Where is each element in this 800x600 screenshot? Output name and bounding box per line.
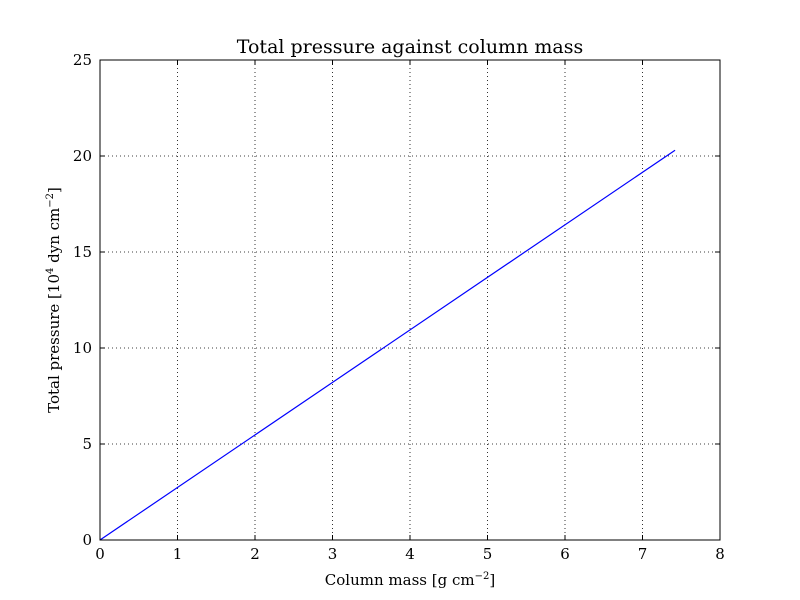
y-tick-label: 15 (73, 243, 92, 261)
y-axis-label: Total pressure [104 dyn cm−2] (45, 187, 63, 413)
x-tick-label: 8 (715, 545, 725, 563)
x-tick-label: 1 (173, 545, 183, 563)
y-axis-label-text: Total pressure [10 (45, 274, 63, 413)
x-tick-label: 2 (250, 545, 260, 563)
series-line (99, 149, 676, 541)
y-axis-label-mid: dyn cm (45, 208, 63, 268)
chart-title: Total pressure against column mass (237, 36, 583, 58)
y-axis-label-exponent-2: −2 (45, 193, 56, 208)
x-axis-label-text: Column mass [g cm (325, 571, 475, 589)
series-layer (99, 149, 676, 541)
grid-lines (100, 60, 720, 540)
x-tick-label: 6 (560, 545, 570, 563)
x-tick-label: 3 (328, 545, 338, 563)
y-tick-label: 25 (73, 51, 92, 69)
y-axis-label-end: ] (45, 187, 63, 193)
x-tick-label: 7 (638, 545, 648, 563)
plot-frame (99, 59, 721, 541)
y-tick-label: 5 (82, 435, 92, 453)
x-axis-label-end: ] (489, 571, 495, 589)
y-tick-label: 20 (73, 147, 92, 165)
x-tick-label: 4 (405, 545, 415, 563)
x-axis-label: Column mass [g cm−2] (325, 571, 495, 589)
y-tick-label: 10 (73, 339, 92, 357)
y-axis-label-exponent-1: 4 (45, 268, 56, 274)
y-tick-label: 0 (82, 531, 92, 549)
x-tick-label: 0 (95, 545, 105, 563)
y-tick-labels: 0 5 10 15 20 25 (73, 51, 92, 549)
x-tick-label: 5 (483, 545, 493, 563)
x-axis-label-exponent: −2 (475, 571, 490, 582)
x-tick-labels: 0 1 2 3 4 5 6 7 8 (95, 545, 725, 563)
